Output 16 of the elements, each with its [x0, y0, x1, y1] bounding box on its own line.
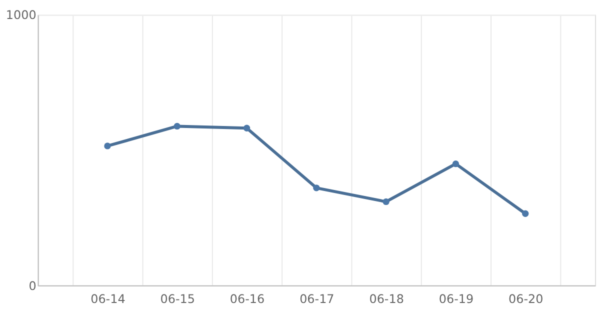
- x-tick-label: 06-18: [369, 292, 404, 306]
- x-tick-label: 06-17: [300, 292, 334, 306]
- point: [313, 184, 320, 192]
- point: [174, 122, 180, 130]
- point: [522, 210, 529, 217]
- point: [382, 198, 390, 206]
- x-tick-label: 06-16: [230, 292, 265, 306]
- x-tick-label: 06-14: [90, 292, 126, 306]
- y-tick-label: 1000: [6, 8, 36, 22]
- point: [104, 142, 111, 150]
- x-tick-label: 06-20: [508, 292, 544, 306]
- point: [452, 160, 460, 168]
- y-tick-label: 0: [28, 278, 36, 293]
- x-tick-label: 06-19: [438, 292, 474, 306]
- point: [243, 124, 250, 132]
- x-tick-label: 06-15: [160, 292, 195, 306]
